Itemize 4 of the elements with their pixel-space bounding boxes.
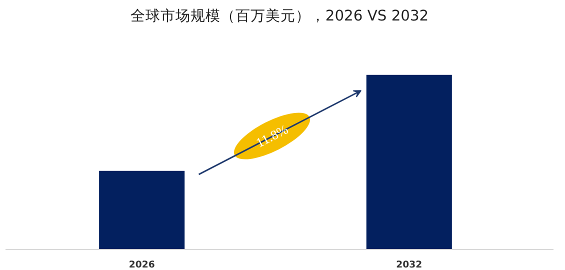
x-tick-label: 2032 xyxy=(396,260,422,270)
x-tick-label: 2026 xyxy=(128,260,155,270)
annotation: 11.8% xyxy=(253,122,291,150)
chart-title: 全球市场规模（百万美元），2026 VS 2032 xyxy=(130,8,429,24)
